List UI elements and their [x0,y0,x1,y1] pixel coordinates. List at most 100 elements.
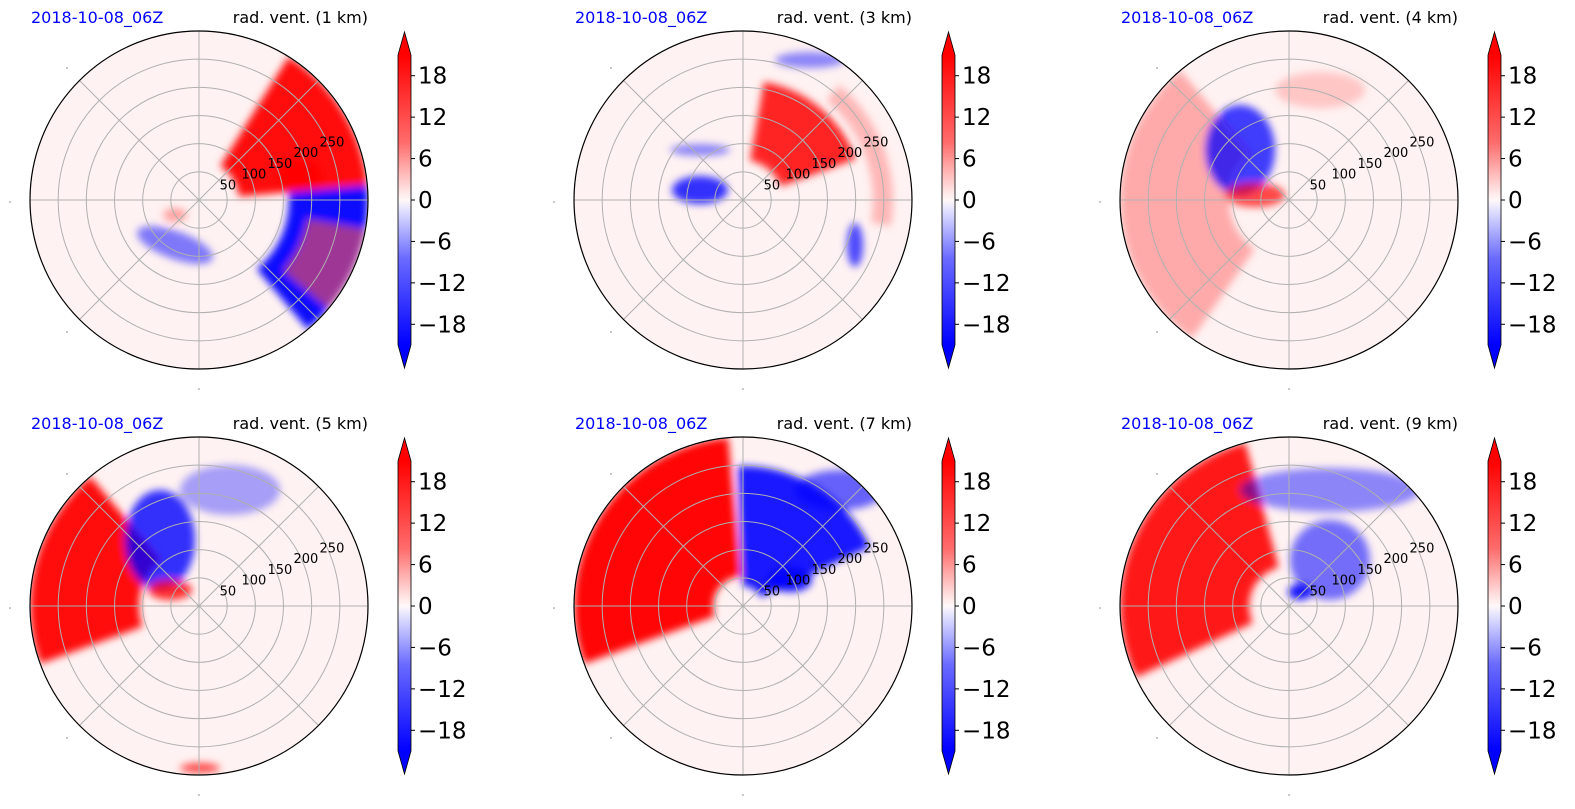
colorbar-tick-label: −18 [962,312,1011,338]
colorbar-body [398,55,411,345]
colorbar-tick-label: 6 [1508,147,1523,173]
angular-tick-dot [1099,201,1101,203]
grid-spoke [623,199,744,320]
colorbar-tick-label: −12 [962,677,1011,703]
radial-tick-label: 200 [838,552,863,567]
colorbar-extend-bottom [398,751,411,774]
field-blob [672,176,728,204]
colorbar-extend-bottom [1488,751,1501,774]
field-blob [574,437,741,664]
radial-tick-label: 100 [241,168,266,183]
radial-tick-label: 50 [1310,178,1327,193]
radial-tick-label: 100 [785,168,810,183]
colorbar-body [942,55,955,345]
colorbar: 18 12 6 0 −6 −12 −18 [1487,30,1557,370]
polar-grid [574,437,912,775]
polar-frame [1119,436,1459,776]
colorbar-tick-label: −18 [962,718,1011,744]
field-blob [180,465,280,515]
polar-grid [30,31,368,369]
angular-tick-dot [742,794,744,796]
polar-frame [1119,30,1459,370]
grid-spoke [79,80,200,201]
colorbar-tick-label: −12 [418,677,467,703]
grid-spoke [1169,486,1290,607]
angular-tick-dot [1099,607,1101,609]
colorbar-outline [941,30,956,370]
grid-spoke [79,199,200,320]
field-blob [125,490,195,590]
angular-tick-dot [1156,331,1158,333]
colorbar: 18 12 6 0 −6 −12 −18 [941,30,1011,370]
colorbar-tick-label: 18 [1508,470,1537,496]
date-label: 2018-10-08_06Z [31,414,163,434]
angular-tick-dot [742,388,744,390]
radial-tick-label: 200 [1384,552,1409,567]
radial-tick-label: 250 [1410,541,1435,556]
colorbar-tick-label: 12 [962,511,991,537]
angular-tick-dot [1156,473,1158,475]
radial-tick-label: 150 [268,563,293,578]
colorbar: 18 12 6 0 −6 −12 −18 [397,30,467,370]
colorbar-tick-label: −12 [1508,677,1557,703]
colorbar-tick-label: −6 [418,635,452,661]
colorbar-tick-label: −18 [1508,312,1557,338]
field-blob [775,52,845,68]
colorbar-body [1488,55,1501,345]
radial-tick-label: 250 [320,135,345,150]
field-blob [1205,105,1275,195]
polar-frame [573,436,913,776]
colorbar-tick-label: 12 [962,105,991,131]
radial-tick-label: 50 [220,584,237,599]
angular-tick-dot [9,201,11,203]
colorbar-tick-label: −12 [1508,271,1557,297]
colorbar-outline [1487,436,1502,776]
colorbar-extend-bottom [398,345,411,368]
polar-frame [29,30,369,370]
angular-tick-dot [1288,794,1290,796]
colorbar-tick-label: −12 [418,271,467,297]
colorbar-outline [1487,30,1502,370]
polar-grid [1120,437,1458,775]
colorbar-tick-label: 0 [418,594,433,620]
colorbar-tick-label: 12 [418,105,447,131]
grid-spoke [198,199,319,320]
angular-tick-dot [610,737,612,739]
angular-tick-dot [1156,737,1158,739]
grid-spoke [623,486,744,607]
colorbar-tick-label: 12 [1508,511,1537,537]
angular-tick-dot [198,388,200,390]
grid-spoke [742,605,863,726]
colorbar-tick-label: 18 [962,64,991,90]
polar-grid [574,31,912,369]
colorbar-tick-label: −6 [1508,635,1542,661]
angular-tick-dot [1156,67,1158,69]
field-blob [1275,72,1365,108]
date-label: 2018-10-08_06Z [31,8,163,28]
angular-tick-dot [66,473,68,475]
angular-tick-dot [1288,388,1290,390]
angular-tick-dot [553,607,555,609]
colorbar: 18 12 6 0 −6 −12 −18 [397,436,467,776]
field-blob [148,580,192,600]
radial-tick-label: 200 [294,146,319,161]
field-blob [1288,584,1312,600]
colorbar-body [398,461,411,751]
colorbar-tick-label: 6 [962,147,977,173]
grid-spoke [1288,486,1409,607]
grid-spoke [1169,605,1290,726]
field-blob [1225,183,1285,207]
radial-tick-label: 250 [1410,135,1435,150]
field-blob [738,466,870,598]
colorbar-tick-label: −6 [1508,229,1542,255]
radial-tick-label: 100 [1331,574,1356,589]
panel-title: rad. vent. (7 km) [777,414,912,433]
colorbar-extend-bottom [942,345,955,368]
radial-tick-label: 250 [864,135,889,150]
grid-spoke [198,80,319,201]
radial-tick-label: 200 [294,552,319,567]
date-label: 2018-10-08_06Z [1121,8,1253,28]
panel-title: rad. vent. (9 km) [1323,414,1458,433]
